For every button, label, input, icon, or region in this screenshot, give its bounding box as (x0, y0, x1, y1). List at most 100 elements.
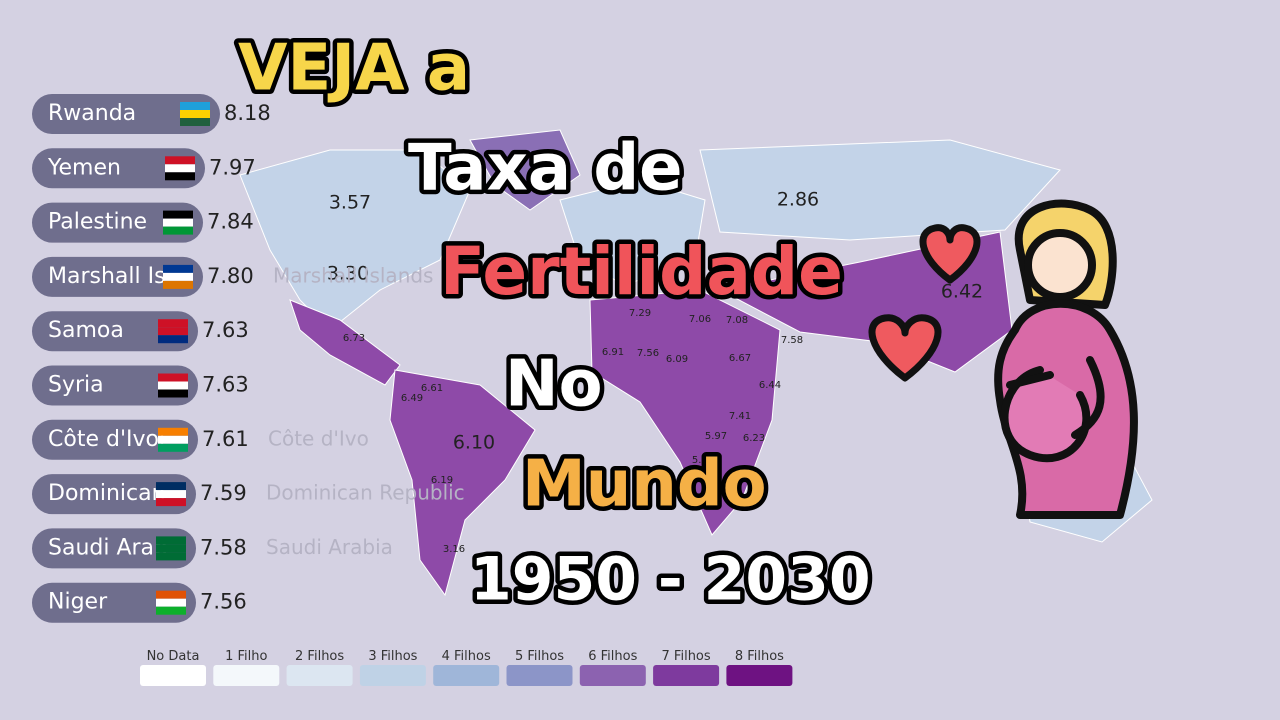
flag-stripe (180, 118, 210, 126)
country-value: 7.61 (202, 427, 249, 451)
flag-stripe (158, 427, 188, 436)
africa (589, 289, 781, 536)
country-name: Saudi Arab (48, 535, 168, 560)
country-value: 8.18 (224, 101, 271, 125)
flag-stripe (156, 498, 186, 507)
legend-label: 6 Filhos (588, 649, 637, 664)
map-value: 6.42 (941, 281, 983, 303)
country-value: 7.59 (200, 481, 247, 505)
legend-label: 2 Filhos (295, 649, 344, 664)
flag-stripe (165, 164, 195, 173)
legend-swatch (726, 665, 793, 686)
legend-swatch (579, 665, 646, 686)
flag-stripe (163, 272, 193, 281)
flag-stripe (158, 335, 188, 344)
ghost-label: Côte d'Ivo (268, 426, 369, 450)
country-name: Yemen (47, 155, 121, 180)
greenland (469, 129, 581, 211)
flag-stripe (165, 172, 195, 181)
map-value: 7.56 (637, 348, 659, 359)
flag-stripe (163, 264, 193, 273)
head (1024, 229, 1096, 301)
central-america (289, 299, 401, 386)
europe (559, 179, 706, 286)
row-pill (32, 256, 203, 297)
pregnant-woman-icon (994, 199, 1138, 519)
legend-label: 7 Filhos (662, 649, 711, 664)
country-value: 7.56 (200, 590, 247, 614)
map-value: 6.49 (401, 393, 423, 404)
ranking-row: Marshall Is 7.80 Marshall Islands (32, 256, 433, 297)
country-name: Syria (48, 373, 104, 398)
country-name: Niger (48, 590, 108, 615)
flag-stripe (163, 280, 193, 289)
legend: No Data 1 Filho 2 Filhos 3 Filhos 4 Filhos 5 … (140, 649, 793, 686)
arms (1006, 356, 1105, 439)
ranking-row: Niger 7.56 (32, 582, 247, 623)
flag-stripe (156, 590, 186, 599)
legend-swatch (286, 665, 353, 686)
flag-stripe (158, 319, 188, 328)
hearts (868, 224, 981, 382)
map-value: 7.58 (781, 335, 803, 346)
map-value: 7.06 (689, 314, 711, 325)
row-pill (32, 202, 203, 243)
country-name: Marshall Is (48, 264, 166, 289)
flag-stripe (156, 606, 186, 615)
title-line: 1950 - 2030 (470, 545, 871, 615)
flag-stripe (156, 490, 186, 499)
row-pill (32, 419, 198, 460)
map-value: 3.57 (329, 192, 371, 214)
ranking-row: Syria 7.63 (32, 365, 249, 406)
row-pill (32, 528, 196, 569)
ranking-row: Yemen 7.97 (32, 148, 256, 189)
flag-stripe (163, 210, 193, 219)
country-name: Palestine (48, 210, 147, 235)
title-line: VEJA a (238, 32, 470, 106)
map-value: 7.08 (726, 315, 748, 326)
ghost-label: Marshall Islands (273, 263, 433, 287)
legend-swatch (213, 665, 280, 686)
flag-stripe (156, 544, 186, 553)
legend-swatch (359, 665, 426, 686)
map-value: 6.61 (421, 383, 443, 394)
map-value: 3.16 (443, 544, 465, 555)
title-line: Taxa de (408, 132, 683, 206)
country-name: Dominican (48, 481, 166, 506)
map-labels: 3.57 3.30 2.86 6.42 6.10 7.29 7.06 7.08 6.91 7.56… (327, 189, 983, 556)
map-value: 6.23 (743, 433, 765, 444)
legend-label: 1 Filho (225, 649, 267, 664)
russia (699, 139, 1061, 241)
country-value: 7.97 (209, 155, 256, 179)
map-value: 6.10 (453, 432, 495, 454)
country-value: 7.63 (202, 318, 249, 342)
country-value: 7.63 (202, 373, 249, 397)
flag-stripe (158, 327, 188, 336)
legend-swatch (653, 665, 720, 686)
map-value: 5.96 (692, 455, 714, 466)
flag-stripe (156, 552, 186, 561)
map-value: 5.97 (705, 431, 727, 442)
ranking-row: Samoa 7.63 (32, 311, 249, 352)
legend-label: No Data (147, 649, 200, 664)
map-value: 6.09 (666, 354, 688, 365)
map-value: 7.41 (729, 411, 751, 422)
country-value: 7.80 (207, 264, 254, 288)
ranking-row: Dominican 7.59 Dominican Republic (32, 474, 465, 515)
map-value: 2.86 (777, 189, 819, 211)
ranking-row: Saudi Arab 7.58 Saudi Arabia (32, 528, 393, 569)
ranking-row: Palestine 7.84 (32, 202, 254, 243)
title-line: No (505, 348, 603, 422)
country-value: 7.58 (200, 535, 247, 559)
flag-stripe (158, 443, 188, 452)
row-pill (32, 474, 196, 515)
map-value: 6.44 (759, 380, 781, 391)
ghost-label: Dominican Republic (266, 481, 465, 505)
flag-stripe (156, 536, 186, 545)
flag-stripe (158, 381, 188, 390)
heart (919, 224, 981, 284)
ranking: Rwanda 8.18 Yemen 7.97 Palestine 7.84 Marshall… (32, 94, 465, 623)
country-name: Samoa (48, 318, 124, 343)
